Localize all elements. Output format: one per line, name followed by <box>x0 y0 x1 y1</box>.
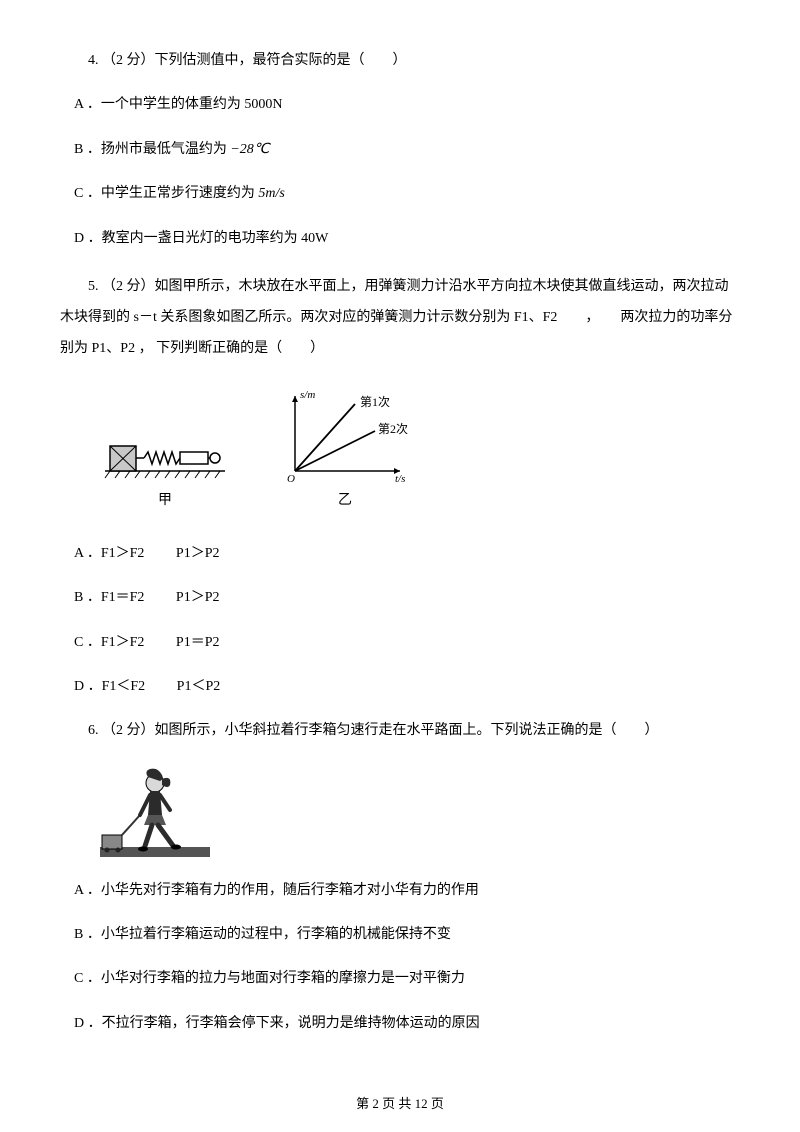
q5-option-d: D ．F1＜F2 P1＜P2 <box>60 676 740 698</box>
spring-block-icon <box>100 426 230 486</box>
q5-fig-jia-label: 甲 <box>100 490 230 512</box>
q4-b-text: B ．扬州市最低气温约为 <box>74 142 230 157</box>
q6-option-b: B ．小华拉着行李箱运动的过程中，行李箱的机械能保持不变 <box>60 924 740 946</box>
q5-option-b: B ．F1＝F2 P1＞P2 <box>60 587 740 609</box>
page-content: 4. （2 分）下列估测值中，最符合实际的是（ ） A ．一个中学生的体重约为 … <box>0 0 800 1087</box>
q4-stem: 4. （2 分）下列估测值中，最符合实际的是（ ） <box>60 50 740 72</box>
q4-option-d: D ．教室内一盏日光灯的电功率约为 40W <box>60 228 740 250</box>
q6-figure <box>100 765 740 860</box>
q5-option-a: A ．F1＞F2 P1＞P2 <box>60 543 740 565</box>
line2-label: 第2次 <box>378 422 408 436</box>
q5-fig-yi-label: 乙 <box>270 490 420 512</box>
girl-luggage-icon <box>100 765 210 860</box>
q4-option-c: C ．中学生正常步行速度约为 5m/s <box>60 183 740 205</box>
q5-figure-yi: s/m t/s O 第1次 第2次 乙 <box>270 386 420 512</box>
y-axis-label: s/m <box>300 389 315 401</box>
q5-figure-jia: 甲 <box>100 426 230 512</box>
q4-option-b: B ．扬州市最低气温约为 −28℃ <box>60 139 740 161</box>
q5-option-c: C ．F1＞F2 P1＝P2 <box>60 632 740 654</box>
q5-stem: 5. （2 分）如图甲所示，木块放在水平面上，用弹簧测力计沿水平方向拉木块使其做… <box>60 272 740 364</box>
q4-b-formula: −28℃ <box>230 142 269 157</box>
origin-label: O <box>287 473 295 485</box>
st-chart-icon: s/m t/s O 第1次 第2次 <box>270 386 420 486</box>
q6-option-d: D ．不拉行李箱，行李箱会停下来，说明力是维持物体运动的原因 <box>60 1013 740 1035</box>
q6-stem: 6. （2 分）如图所示，小华斜拉着行李箱匀速行走在水平路面上。下列说法正确的是… <box>60 720 740 742</box>
q4-c-formula: 5m/s <box>258 186 284 201</box>
page-footer: 第 2 页 共 12 页 <box>0 1093 800 1112</box>
x-axis-label: t/s <box>395 473 405 485</box>
line1-label: 第1次 <box>360 395 390 409</box>
q4-option-a: A ．一个中学生的体重约为 5000N <box>60 94 740 116</box>
q5-figures: 甲 s/m t/s O 第1次 第2次 乙 <box>100 386 740 512</box>
q6-option-c: C ．小华对行李箱的拉力与地面对行李箱的摩擦力是一对平衡力 <box>60 968 740 990</box>
q6-option-a: A ．小华先对行李箱有力的作用，随后行李箱才对小华有力的作用 <box>60 880 740 902</box>
q4-c-text: C ．中学生正常步行速度约为 <box>74 186 258 201</box>
